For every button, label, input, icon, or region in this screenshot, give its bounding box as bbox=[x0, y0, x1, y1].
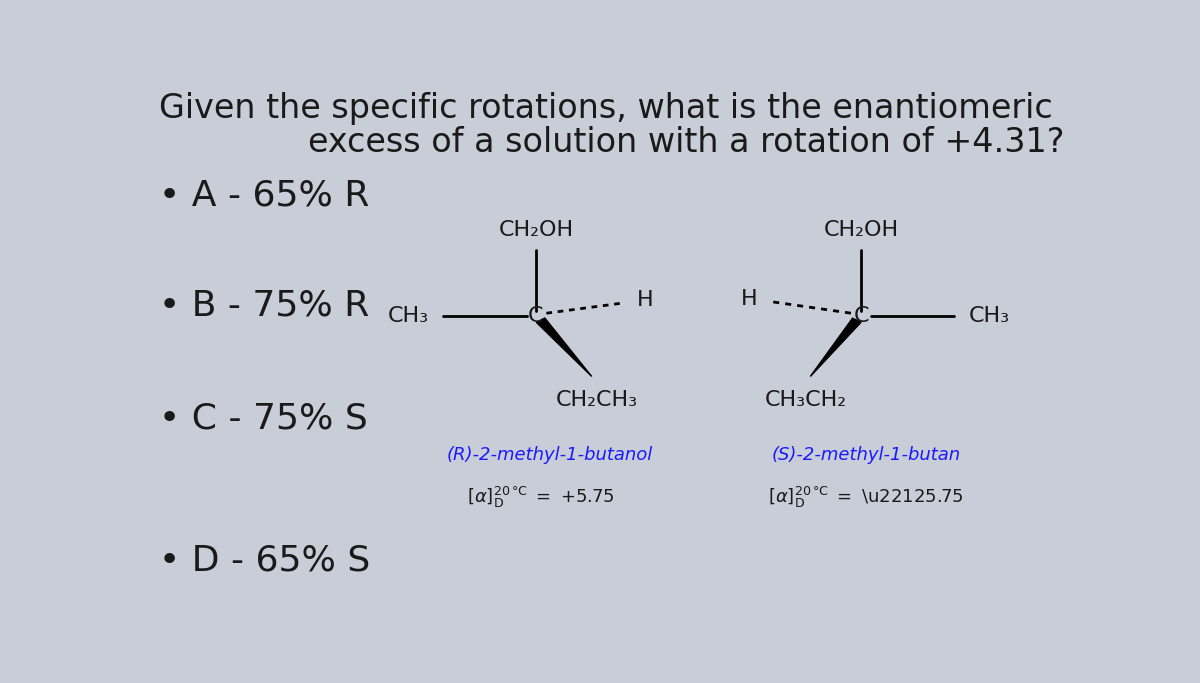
Text: H: H bbox=[740, 289, 757, 309]
Text: CH₃: CH₃ bbox=[968, 306, 1009, 326]
Text: C: C bbox=[528, 306, 544, 326]
Text: H: H bbox=[636, 290, 653, 310]
Text: • C - 75% S: • C - 75% S bbox=[160, 402, 368, 436]
Text: • A - 65% R: • A - 65% R bbox=[160, 178, 370, 212]
Text: CH₂CH₃: CH₂CH₃ bbox=[556, 389, 637, 410]
Text: $[\alpha]_{\rm D}^{\rm 20\,°C}$ $=$ +5.75: $[\alpha]_{\rm D}^{\rm 20\,°C}$ $=$ +5.7… bbox=[467, 484, 614, 510]
Text: Given the specific rotations, what is the enantiomeric: Given the specific rotations, what is th… bbox=[160, 92, 1054, 125]
Text: CH₃: CH₃ bbox=[388, 306, 430, 326]
Text: CH₂OH: CH₂OH bbox=[824, 220, 899, 240]
Text: CH₃CH₂: CH₃CH₂ bbox=[764, 389, 847, 410]
Text: $[\alpha]_{\rm D}^{\rm 20\,°C}$ $=$ \u22125.75: $[\alpha]_{\rm D}^{\rm 20\,°C}$ $=$ \u22… bbox=[768, 484, 964, 510]
Polygon shape bbox=[536, 318, 592, 376]
Polygon shape bbox=[810, 318, 862, 376]
Text: C: C bbox=[853, 306, 869, 326]
Text: (R)-2-methyl-1-butanol: (R)-2-methyl-1-butanol bbox=[446, 447, 653, 464]
Text: CH₂OH: CH₂OH bbox=[498, 220, 574, 240]
Text: • D - 65% S: • D - 65% S bbox=[160, 544, 371, 578]
Text: (S)-2-methyl-1-butan: (S)-2-methyl-1-butan bbox=[772, 447, 961, 464]
Text: • B - 75% R: • B - 75% R bbox=[160, 288, 370, 322]
Text: excess of a solution with a rotation of +4.31?: excess of a solution with a rotation of … bbox=[308, 126, 1064, 159]
